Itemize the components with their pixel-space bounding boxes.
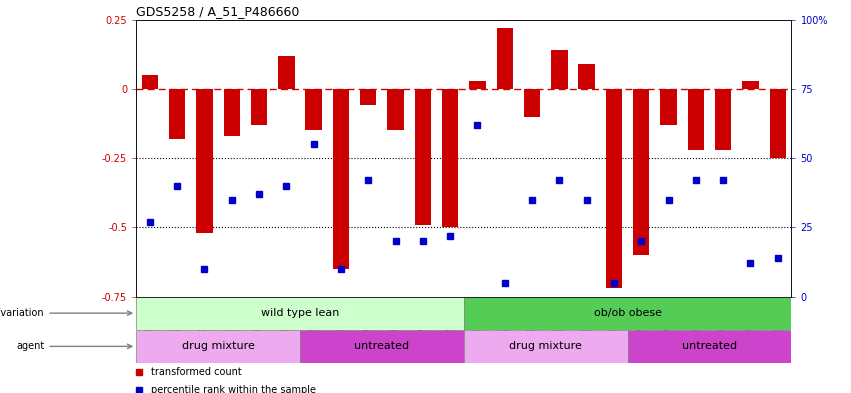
Text: percentile rank within the sample: percentile rank within the sample <box>151 385 316 393</box>
Bar <box>660 89 677 125</box>
Bar <box>300 330 464 363</box>
Text: transformed count: transformed count <box>151 367 242 377</box>
Text: drug mixture: drug mixture <box>181 342 254 351</box>
Text: wild type lean: wild type lean <box>260 308 340 318</box>
Bar <box>224 89 240 136</box>
Bar <box>360 89 376 105</box>
Bar <box>278 56 294 89</box>
Bar <box>742 81 759 89</box>
Text: ob/ob obese: ob/ob obese <box>594 308 661 318</box>
Text: drug mixture: drug mixture <box>509 342 582 351</box>
Bar <box>251 89 267 125</box>
Bar <box>579 64 595 89</box>
Bar <box>769 89 786 158</box>
Bar <box>551 50 568 89</box>
Bar <box>606 89 622 288</box>
Text: genotype/variation: genotype/variation <box>0 308 132 318</box>
Bar <box>464 330 627 363</box>
Bar <box>387 89 403 130</box>
Text: agent: agent <box>16 342 132 351</box>
Bar <box>333 89 349 269</box>
Bar <box>464 297 791 330</box>
Bar <box>141 75 158 89</box>
Bar <box>524 89 540 117</box>
Bar <box>496 28 513 89</box>
Bar <box>414 89 431 224</box>
Bar <box>628 330 791 363</box>
Bar <box>306 89 322 130</box>
Bar <box>136 330 300 363</box>
Text: untreated: untreated <box>682 342 737 351</box>
Text: GDS5258 / A_51_P486660: GDS5258 / A_51_P486660 <box>136 6 300 18</box>
Bar <box>688 89 704 150</box>
Text: untreated: untreated <box>354 342 409 351</box>
Bar <box>136 297 464 330</box>
Bar <box>469 81 486 89</box>
Bar <box>168 89 186 139</box>
Bar <box>197 89 213 233</box>
Bar <box>442 89 459 227</box>
Bar <box>715 89 731 150</box>
Bar <box>633 89 649 255</box>
